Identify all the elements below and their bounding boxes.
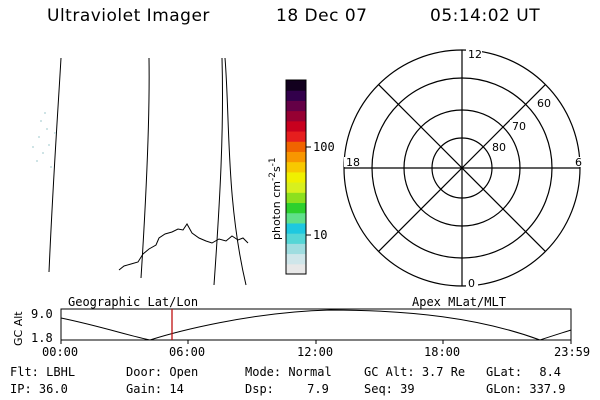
- status-seq: Seq: 39: [364, 382, 415, 396]
- altitude-timeline-panel: Geographic Lat/Lon Apex MLat/MLT 9.0 1.8…: [12, 295, 590, 359]
- colorbar: 100 10 photon cm-2s-1: [268, 79, 335, 275]
- colorbar-cell: [286, 90, 306, 101]
- colorbar-cell: [286, 233, 306, 244]
- colorbar-cell: [286, 100, 306, 112]
- faint-emission-specks: [32, 112, 56, 168]
- colorbar-cell: [286, 141, 306, 152]
- geographic-latlon-label: Geographic Lat/Lon: [68, 295, 198, 309]
- status-glon: GLon: 337.9: [486, 382, 566, 396]
- colorbar-cell: [286, 182, 306, 193]
- status-gain: Gain: 14: [126, 382, 184, 396]
- colorbar-cell: [286, 243, 306, 255]
- mlt-label-6: 6: [575, 156, 582, 169]
- longitude-line: [48, 57, 62, 273]
- colorbar-tick-10: 10: [313, 228, 327, 242]
- apex-mlat-mlt-label: Apex MLat/MLT: [412, 295, 506, 309]
- colorbar-cell: [286, 110, 306, 122]
- alt-tick-bottom: 1.8: [31, 331, 53, 345]
- colorbar-cell: [286, 263, 306, 275]
- status-door: Door: Open: [126, 365, 199, 379]
- latitude-line: [118, 223, 249, 271]
- colorbar-cell: [286, 131, 306, 142]
- colorbar-cell: [286, 253, 306, 265]
- date-label: 18 Dec 07: [276, 6, 368, 26]
- polar-mlt-plot: [343, 49, 581, 287]
- colorbar-cell: [286, 202, 306, 214]
- status-flt: Flt: LBHL: [10, 365, 76, 379]
- instrument-title: Ultraviolet Imager: [47, 6, 210, 26]
- longitude-line: [140, 57, 150, 279]
- colorbar-cell: [286, 161, 306, 173]
- altitude-curve: [60, 309, 572, 341]
- polar-labels: 12 18 6 0 60 70 80: [344, 48, 585, 290]
- time-tick-1200: 12:00: [297, 345, 333, 359]
- lat-label-80: 80: [492, 141, 506, 154]
- lat-label-70: 70: [512, 120, 526, 133]
- alt-tick-top: 9.0: [31, 307, 53, 321]
- status-ip: IP: 36.0: [10, 382, 68, 396]
- longitude-line: [224, 57, 247, 286]
- longitude-line: [213, 57, 224, 286]
- colorbar-tick-100: 100: [313, 140, 335, 154]
- colorbar-cell: [286, 120, 306, 132]
- alt-axis-label: GC Alt: [12, 311, 25, 346]
- mlt-label-18: 18: [346, 156, 360, 169]
- lat-label-60: 60: [537, 97, 551, 110]
- colorbar-cell: [286, 80, 306, 91]
- time-tick-0000: 00:00: [42, 345, 78, 359]
- mlt-label-0: 0: [468, 277, 475, 290]
- status-mode: Mode: Normal: [245, 365, 332, 379]
- colorbar-cell: [286, 222, 306, 234]
- status-gc-alt: GC Alt: 3.7 Re: [364, 365, 466, 379]
- time-tick-0600: 06:00: [169, 345, 205, 359]
- colorbar-unit-label: photon cm-2s-1: [268, 157, 283, 240]
- colorbar-cell: [286, 151, 306, 163]
- mlt-label-12: 12: [468, 48, 482, 61]
- colorbar-cell: [286, 192, 306, 204]
- colorbar-cell: [286, 171, 306, 183]
- time-label: 05:14:02 UT: [430, 6, 541, 26]
- colorbar-cell: [286, 212, 306, 224]
- time-tick-1800: 18:00: [424, 345, 460, 359]
- status-glat: GLat: 8.4: [486, 365, 562, 379]
- time-tick-2359: 23:59: [554, 345, 590, 359]
- status-dsp: Dsp: 7.9: [245, 382, 329, 396]
- geographic-image-panel: [48, 57, 249, 286]
